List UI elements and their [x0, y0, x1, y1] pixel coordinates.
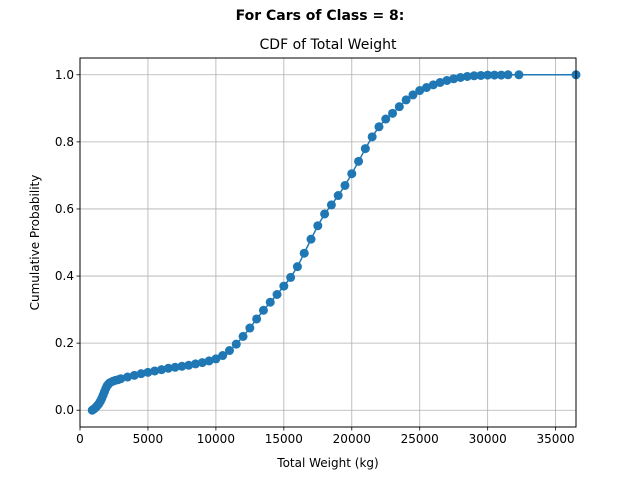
y-axis-label: Cumulative Probability	[28, 175, 42, 311]
chart-title: CDF of Total Weight	[260, 37, 397, 53]
data-point	[272, 289, 282, 299]
x-tick-label: 30000	[469, 432, 507, 446]
data-point	[211, 354, 221, 364]
data-point	[374, 122, 384, 132]
data-point	[388, 108, 398, 118]
data-point	[455, 72, 465, 82]
data-point	[469, 71, 479, 81]
data-point	[258, 305, 268, 315]
data-point	[231, 339, 241, 349]
data-point	[514, 70, 524, 80]
data-point	[394, 102, 404, 112]
data-point	[360, 144, 370, 154]
data-point	[381, 114, 391, 124]
data-point	[238, 331, 248, 341]
data-point	[136, 369, 146, 379]
data-point	[428, 80, 438, 90]
data-point	[347, 169, 357, 179]
data-point	[326, 200, 336, 210]
data-point	[299, 248, 309, 258]
y-tick-label: 1.0	[55, 68, 74, 82]
data-point	[489, 70, 499, 80]
data-point	[245, 323, 255, 333]
data-point	[163, 363, 173, 373]
data-point	[191, 359, 201, 369]
x-axis-label: Total Weight (kg)	[276, 456, 378, 470]
data-point	[265, 297, 275, 307]
data-point	[401, 95, 411, 105]
data-point	[184, 360, 194, 370]
data-point	[150, 366, 160, 376]
grid	[79, 58, 576, 427]
data-point	[408, 90, 418, 100]
x-tick-label: 10000	[197, 432, 235, 446]
x-tick-label: 15000	[265, 432, 303, 446]
y-tick-label: 0.0	[55, 403, 74, 417]
data-point	[204, 356, 214, 366]
x-tick-label: 35000	[537, 432, 575, 446]
data-point	[252, 314, 262, 324]
data-point	[449, 74, 459, 84]
data-point	[462, 71, 472, 81]
y-tick-label: 0.6	[55, 202, 74, 216]
data-point	[143, 367, 153, 377]
data-point	[442, 75, 452, 85]
data-point	[218, 351, 228, 361]
y-tick-label: 0.2	[55, 336, 74, 350]
x-tick-label: 20000	[333, 432, 371, 446]
data-point	[313, 221, 323, 231]
data-point	[496, 70, 506, 80]
data-point	[333, 191, 343, 201]
data-point	[320, 209, 330, 219]
y-tick-label: 0.4	[55, 269, 74, 283]
y-tick-label: 0.8	[55, 135, 74, 149]
x-tick-label: 25000	[401, 432, 439, 446]
data-point	[435, 77, 445, 87]
data-point	[292, 262, 302, 272]
cdf-line	[91, 74, 576, 411]
data-point	[224, 346, 234, 356]
data-point	[197, 358, 207, 368]
data-point	[476, 70, 486, 80]
data-point	[354, 156, 364, 166]
data-point	[422, 83, 432, 93]
data-point	[367, 132, 377, 142]
data-point	[157, 365, 167, 375]
data-point	[286, 272, 296, 282]
data-point	[415, 86, 425, 96]
data-point	[123, 372, 133, 382]
data-point	[503, 70, 513, 80]
data-point	[116, 374, 126, 384]
figure-suptitle: For Cars of Class = 8:	[235, 8, 405, 24]
axes-frame	[79, 57, 577, 428]
data-point	[177, 361, 187, 371]
x-tick-label: 5000	[133, 432, 164, 446]
plot-area	[87, 70, 581, 415]
data-point	[279, 281, 289, 291]
data-point	[129, 370, 139, 380]
x-tick-label: 0	[76, 432, 84, 446]
data-point	[306, 234, 316, 244]
data-point	[483, 70, 493, 80]
axis-ticks: 0 5000 10000 15000 20000 25000 30000 35000 0.0 0.…	[55, 68, 575, 446]
data-point	[340, 180, 350, 190]
data-point	[170, 362, 180, 372]
